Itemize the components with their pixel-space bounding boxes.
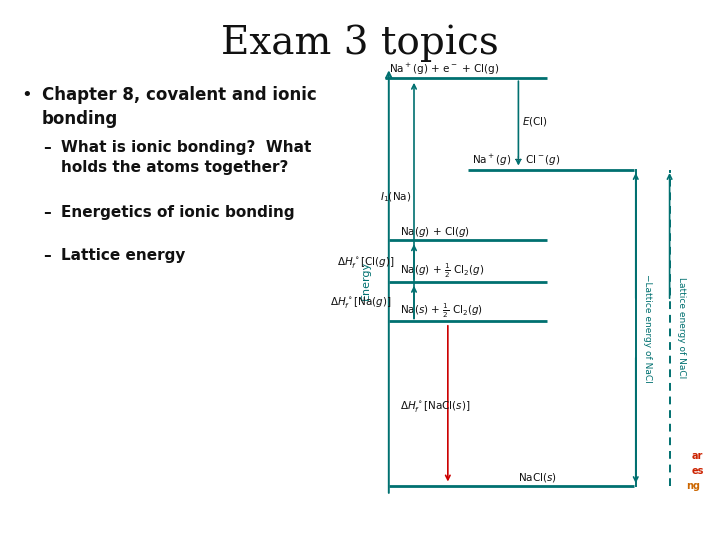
Text: Exam 3 topics: Exam 3 topics [221,24,499,62]
Text: $\Delta H_f^\circ$[Cl($g$)]: $\Delta H_f^\circ$[Cl($g$)] [337,255,395,270]
Text: ng: ng [686,481,700,491]
Text: es: es [691,466,703,476]
Text: Chapter 8, covalent and ionic
bonding: Chapter 8, covalent and ionic bonding [42,86,317,128]
Text: Na($g$) + Cl($g$): Na($g$) + Cl($g$) [400,225,469,239]
Text: Lattice energy of NaCl: Lattice energy of NaCl [677,278,686,379]
Text: Lattice energy: Lattice energy [61,248,186,264]
Text: Na$^+$(g) + e$^-$ + Cl(g): Na$^+$(g) + e$^-$ + Cl(g) [389,62,499,77]
Text: Na($s$) + $\frac{1}{2}$ Cl$_2$($g$): Na($s$) + $\frac{1}{2}$ Cl$_2$($g$) [400,301,482,320]
Text: Energy: Energy [361,261,371,300]
Text: Na($g$) + $\frac{1}{2}$ Cl$_2$($g$): Na($g$) + $\frac{1}{2}$ Cl$_2$($g$) [400,262,484,280]
Text: –: – [43,140,51,156]
Text: $\Delta H_f^\circ$[NaCl($s$)]: $\Delta H_f^\circ$[NaCl($s$)] [400,399,470,414]
Text: –: – [43,248,51,264]
Text: •: • [22,86,32,104]
Text: $E$(Cl): $E$(Cl) [522,115,548,128]
Text: $\Delta H_f^\circ$[Na($g$)]: $\Delta H_f^\circ$[Na($g$)] [330,295,391,310]
Text: –: – [43,205,51,220]
Text: $I_1$(Na): $I_1$(Na) [380,190,411,204]
Text: Energetics of ionic bonding: Energetics of ionic bonding [61,205,294,220]
Text: Na$^+$($g$) + Cl$^-$($g$): Na$^+$($g$) + Cl$^-$($g$) [472,153,560,168]
Text: ar: ar [691,451,703,461]
Text: NaCl($s$): NaCl($s$) [518,471,557,484]
Text: What is ionic bonding?  What
holds the atoms together?: What is ionic bonding? What holds the at… [61,140,312,174]
Text: −Lattice energy of NaCl: −Lattice energy of NaCl [643,274,652,382]
